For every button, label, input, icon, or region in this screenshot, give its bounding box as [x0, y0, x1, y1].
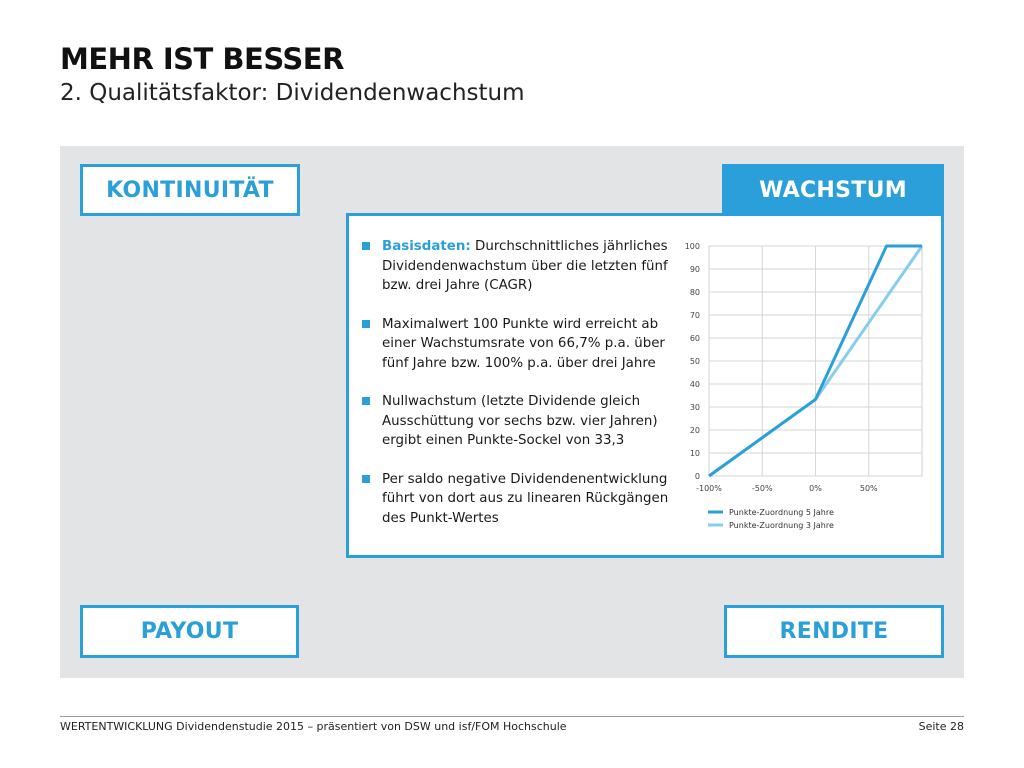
y-tick-label: 100: [685, 242, 700, 251]
y-tick-label: 40: [690, 380, 700, 389]
y-tick-label: 20: [690, 426, 700, 435]
page-number: Seite 28: [918, 720, 964, 733]
page-subtitle: 2. Qualitätsfaktor: Dividendenwachstum: [60, 80, 525, 106]
bullet-item: Maximalwert 100 Punkte wird erreicht ab …: [360, 315, 680, 374]
footer-source: WERTENTWICKLUNG Dividendenstudie 2015 – …: [60, 720, 567, 733]
series-line: [708, 244, 922, 478]
y-tick-label: 70: [690, 311, 700, 320]
y-tick-label: 10: [690, 449, 700, 458]
quadrant-rendite: RENDITE: [724, 605, 944, 658]
bullet-keyword: Basisdaten:: [382, 239, 471, 254]
quadrant-payout: PAYOUT: [80, 605, 299, 658]
y-tick-label: 60: [690, 334, 700, 343]
bullet-text: Per saldo negative Dividendenentwicklung…: [382, 471, 669, 526]
bullet-item: Per saldo negative Dividendenentwicklung…: [360, 470, 680, 529]
bullet-text: Nullwachstum (letzte Dividende gleich Au…: [382, 394, 658, 448]
x-tick-label: -100%: [696, 484, 722, 493]
y-tick-label: 90: [690, 265, 700, 274]
legend-label: Punkte-Zuordnung 5 Jahre: [729, 508, 834, 517]
page-title: MEHR IST BESSER: [60, 42, 344, 76]
y-tick-label: 0: [695, 472, 700, 481]
y-tick-label: 50: [690, 357, 700, 366]
bullet-text: Durchschnittliches jährliches Dividenden…: [382, 239, 668, 293]
bullet-square-icon: [362, 319, 370, 328]
bullet-square-icon: [362, 397, 370, 405]
quadrant-wachstum: WACHSTUM: [722, 164, 944, 216]
x-tick-label: -50%: [752, 484, 773, 493]
bullet-item: Nullwachstum (letzte Dividende gleich Au…: [360, 392, 680, 451]
bullet-text: Maximalwert 100 Punkte wird erreicht ab …: [382, 316, 665, 371]
legend-label: Punkte-Zuordnung 3 Jahre: [729, 521, 834, 530]
points-chart: 0 10 20 30 40 50 60 70 80 90 100 -100% -50% 0% 50% Punk…: [685, 242, 924, 530]
y-tick-label: 80: [690, 288, 700, 297]
x-tick-label: 50%: [860, 484, 878, 493]
x-tick-label: 0%: [809, 484, 822, 493]
bullet-item: Basisdaten: Durchschnittliches jährliche…: [360, 237, 680, 296]
footer-divider: [60, 716, 964, 717]
bullet-list: Basisdaten: Durchschnittliches jährliche…: [360, 237, 680, 547]
y-tick-label: 30: [690, 403, 700, 412]
quadrant-kontinuitaet: KONTINUITÄT: [80, 164, 300, 216]
bullet-square-icon: [362, 474, 370, 483]
bullet-square-icon: [362, 242, 370, 250]
